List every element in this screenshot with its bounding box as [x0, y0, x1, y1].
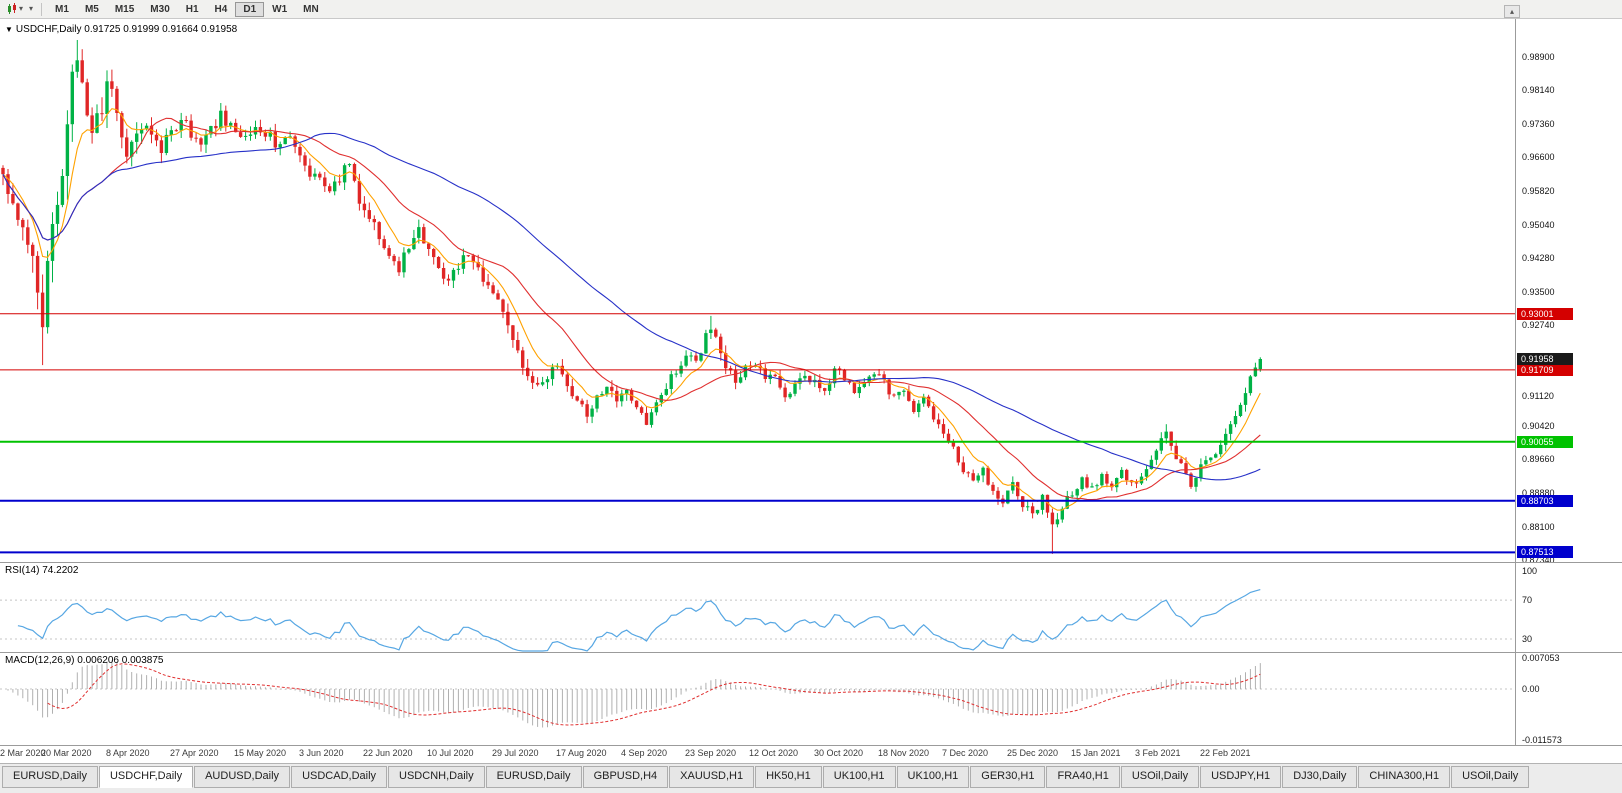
price-axis-label: 0.95820: [1522, 186, 1555, 196]
timeframe-button-m15[interactable]: M15: [107, 2, 142, 17]
price-axis-label: 0.95040: [1522, 220, 1555, 230]
date-axis-label: 23 Sep 2020: [685, 748, 737, 758]
chart-tab-china300-h1[interactable]: CHINA300,H1: [1358, 766, 1451, 788]
date-axis-label: 30 Oct 2020: [814, 748, 864, 758]
rsi-scale-label: 30: [1522, 634, 1533, 644]
date-axis-label: 2 Mar 2020: [0, 748, 46, 758]
date-axis-separator: [0, 745, 1622, 746]
date-axis-label: 27 Apr 2020: [170, 748, 219, 758]
chart-tab-eurusd-daily[interactable]: EURUSD,Daily: [485, 766, 582, 788]
date-axis-label: 3 Feb 2021: [1135, 748, 1181, 758]
price-axis-label: 0.88880: [1522, 488, 1555, 498]
chart-tab-fra40-h1[interactable]: FRA40,H1: [1046, 766, 1120, 788]
timeframe-button-w1[interactable]: W1: [264, 2, 295, 17]
price-axis-label: 0.98900: [1522, 52, 1555, 62]
chart-tab-usdchf-daily[interactable]: USDCHF,Daily: [98, 766, 194, 788]
timeframe-button-h1[interactable]: H1: [178, 2, 207, 17]
price-line-badge: 0.91709: [1517, 364, 1573, 376]
macd-label: MACD(12,26,9) 0.006206 0.003875: [5, 655, 164, 666]
date-axis-label: 12 Oct 2020: [749, 748, 799, 758]
date-axis-label: 20 Mar 2020: [41, 748, 92, 758]
macd-scale-label: 0.00: [1522, 684, 1540, 694]
price-line-badge: 0.88703: [1517, 495, 1573, 507]
chevron-down-icon: ▾: [19, 4, 24, 13]
price-scale[interactable]: 0.98900 0.98140 0.97360 0.96600 0.95820 0.950…: [1516, 19, 1622, 745]
date-axis-label: 10 Jul 2020: [427, 748, 474, 758]
chevron-down-icon: ▾: [29, 4, 34, 13]
chart-tab-usoil-daily[interactable]: USOil,Daily: [1120, 766, 1200, 788]
timeframe-button-m1[interactable]: M1: [47, 2, 77, 17]
chart-tab-uk100-h1[interactable]: UK100,H1: [822, 766, 896, 788]
rsi-scale-label: 70: [1522, 595, 1533, 605]
chart-tab-usdjpy-h1[interactable]: USDJPY,H1: [1200, 766, 1282, 788]
chart-scroll-up-button[interactable]: ▴: [1504, 5, 1520, 18]
price-axis-label: 0.90420: [1522, 421, 1555, 431]
toolbar-separator: [41, 2, 43, 16]
price-line-badge: 0.93001: [1517, 308, 1573, 320]
chart-tab-usdcnh-daily[interactable]: USDCNH,Daily: [388, 766, 485, 788]
chart-tab-uk100-h1[interactable]: UK100,H1: [896, 766, 970, 788]
price-axis-label: 0.96600: [1522, 152, 1555, 162]
timeframe-button-d1[interactable]: D1: [235, 1, 265, 17]
timeframe-button-m30[interactable]: M30: [142, 2, 177, 17]
candlestick-chart-icon: [8, 3, 16, 14]
price-scale-separator: [1515, 19, 1516, 745]
chart-tab-audusd-daily[interactable]: AUDUSD,Daily: [194, 766, 291, 788]
date-axis-label: 22 Feb 2021: [1200, 748, 1251, 758]
date-axis-label: 8 Apr 2020: [106, 748, 150, 758]
price-line-badge: 0.87513: [1517, 546, 1573, 558]
chart-title-text: USDCHF,Daily 0.91725 0.91999 0.91664 0.9…: [15, 24, 238, 35]
timeframe-button-m5[interactable]: M5: [77, 2, 107, 17]
date-axis-label: 17 Aug 2020: [556, 748, 607, 758]
timeframe-buttons: M1 M5 M15 M30 H1 H4 D1 W1 MN: [47, 1, 327, 17]
date-axis[interactable]: 2 Mar 2020 20 Mar 2020 8 Apr 2020 27 Apr 20…: [0, 745, 1622, 763]
zoom-dropdown-button[interactable]: ▾: [26, 1, 36, 17]
rsi-label: RSI(14) 74.2202: [5, 565, 79, 576]
chart-tab-hk50-h1[interactable]: HK50,H1: [755, 766, 822, 788]
price-axis-label: 0.88100: [1522, 522, 1555, 532]
date-axis-label: 4 Sep 2020: [621, 748, 668, 758]
date-axis-label: 29 Jul 2020: [492, 748, 539, 758]
collapse-icon[interactable]: ▼: [5, 25, 13, 34]
chart-tab-eurusd-daily[interactable]: EURUSD,Daily: [2, 766, 98, 788]
timeframe-button-mn[interactable]: MN: [295, 2, 327, 17]
date-axis-label: 7 Dec 2020: [942, 748, 989, 758]
rsi-panel-resize-handle[interactable]: [0, 562, 1622, 563]
date-axis-label: 3 Jun 2020: [299, 748, 344, 758]
chart-tab-gbpusd-h4[interactable]: GBPUSD,H4: [582, 766, 669, 788]
rsi-scale-label: 100: [1522, 566, 1538, 576]
chart-tab-usoil-daily[interactable]: USOil,Daily: [1451, 766, 1530, 788]
price-axis-label: 0.93500: [1522, 287, 1555, 297]
date-axis-label: 22 Jun 2020: [363, 748, 413, 758]
timeframe-toolbar: ▾ ▾ M1 M5 M15 M30 H1 H4 D1 W1 MN: [0, 0, 1622, 19]
macd-scale-label: 0.007053: [1522, 653, 1560, 663]
date-axis-label: 25 Dec 2020: [1007, 748, 1059, 758]
chart-header: ▼ USDCHF,Daily 0.91725 0.91999 0.91664 0.…: [5, 24, 237, 35]
timeframe-button-h4[interactable]: H4: [207, 2, 236, 17]
price-axis-label: 0.94280: [1522, 253, 1555, 263]
current-price-badge: 0.91958: [1517, 353, 1573, 365]
chart-tab-xauusd-h1[interactable]: XAUUSD,H1: [669, 766, 755, 788]
date-axis-label: 18 Nov 2020: [878, 748, 930, 758]
price-axis-label: 0.97360: [1522, 119, 1555, 129]
macd-scale-label: -0.011573: [1522, 735, 1562, 745]
date-axis-label: 15 May 2020: [234, 748, 287, 758]
macd-panel-resize-handle[interactable]: [0, 652, 1622, 653]
chart-tab-usdcad-daily[interactable]: USDCAD,Daily: [291, 766, 388, 788]
price-line-badge: 0.90055: [1517, 436, 1573, 448]
candlestick-chart-canvas[interactable]: [0, 19, 1516, 745]
chart-tab-ger30-h1[interactable]: GER30,H1: [970, 766, 1046, 788]
price-axis-label: 0.87340: [1522, 555, 1555, 565]
price-axis-label: 0.92740: [1522, 320, 1555, 330]
date-axis-label: 15 Jan 2021: [1071, 748, 1121, 758]
price-axis-label: 0.89660: [1522, 454, 1555, 464]
price-axis-label: 0.98140: [1522, 85, 1555, 95]
price-axis-label: 0.91120: [1522, 391, 1554, 401]
chart-tab-bar: EURUSD,Daily USDCHF,Daily AUDUSD,Daily USDC…: [0, 763, 1622, 793]
chart-type-button[interactable]: ▾: [3, 1, 26, 17]
chart-tab-dj30-daily[interactable]: DJ30,Daily: [1282, 766, 1358, 788]
